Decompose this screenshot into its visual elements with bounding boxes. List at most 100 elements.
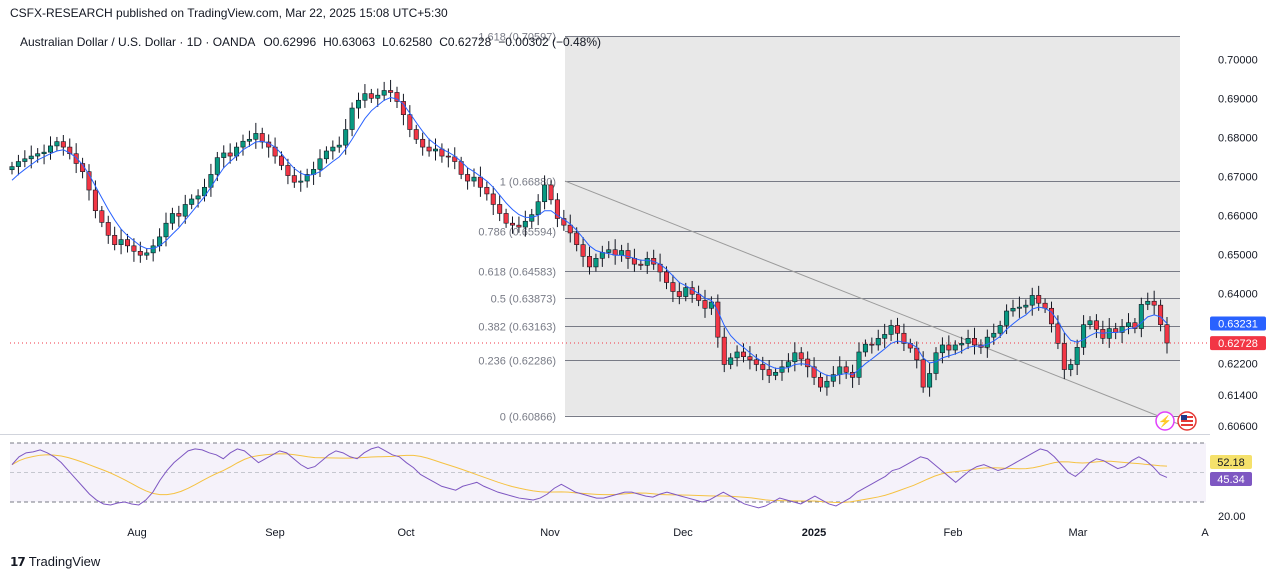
candle-body <box>41 151 47 155</box>
candle-body <box>715 301 721 338</box>
publisher-caption: CSFX-RESEARCH published on TradingView.c… <box>10 6 448 20</box>
price-tick-label: 0.65000 <box>1218 249 1258 261</box>
rsi-badge <box>1210 472 1252 486</box>
price-tick-label: 0.68000 <box>1218 132 1258 144</box>
rsi-line <box>11 446 1168 509</box>
event-icons[interactable]: ⚡ <box>1155 411 1197 431</box>
candle-body <box>971 338 977 346</box>
candle-body <box>368 93 374 99</box>
candle-body <box>1074 347 1080 365</box>
candle-body <box>721 336 727 365</box>
candle-body <box>1036 295 1042 304</box>
candle-body <box>882 334 888 339</box>
candle-body <box>1055 323 1061 344</box>
fib-level-label: 0.236 (0.62286) <box>478 356 556 368</box>
candle-body <box>182 204 188 217</box>
candle-body <box>150 245 156 254</box>
time-tick-label: Nov <box>540 527 560 539</box>
price-axis[interactable]: 0.70000 0.69000 0.68000 0.67000 0.66000 0.650… <box>1218 54 1258 433</box>
fib-level-label: 0.786 (0.65594) <box>478 227 556 239</box>
candle-body <box>965 338 971 344</box>
rsi-value: 45.34 <box>1217 474 1245 486</box>
tradingview-icon: 𝟭𝟳 <box>10 554 26 569</box>
candle-body <box>542 184 548 203</box>
candle-body <box>413 129 419 140</box>
price-tick-label: 0.66000 <box>1218 210 1258 222</box>
time-tick-label: A <box>1201 527 1209 539</box>
candle-body <box>144 252 150 256</box>
candle-body <box>824 380 830 388</box>
candle-body <box>1081 324 1087 348</box>
candle-body <box>939 344 945 354</box>
time-tick-label: Oct <box>397 527 414 539</box>
candle-body <box>766 369 772 376</box>
time-axis[interactable]: Aug Sep Oct Nov Dec 2025 Feb Mar A <box>127 527 1209 539</box>
candle-body <box>869 343 875 346</box>
candle-body <box>702 300 708 309</box>
candle-body <box>227 152 233 157</box>
candle-body <box>28 155 34 160</box>
candle-body <box>997 325 1003 334</box>
candle-body <box>792 352 798 363</box>
candle-body <box>60 141 66 148</box>
moving-average-line <box>11 96 1168 377</box>
ma-price-value: 0.63231 <box>1218 318 1258 330</box>
last-price-badge <box>1210 336 1266 351</box>
candle-body <box>920 359 926 388</box>
candle-body <box>625 250 631 259</box>
price-tick-label: 0.61400 <box>1218 390 1258 402</box>
candle-body <box>606 249 612 253</box>
candle-body <box>728 357 734 365</box>
candle-body <box>516 224 522 228</box>
candle-body <box>490 193 496 205</box>
rsi-pane: 52.18 45.34 20.00 <box>10 442 1252 523</box>
candle-body <box>1138 304 1144 329</box>
candle-body <box>112 234 118 245</box>
time-tick-label: Feb <box>944 527 963 539</box>
candle-body <box>163 222 169 238</box>
symbol-header: Australian Dollar / U.S. Dollar · 1D · O… <box>20 35 601 49</box>
candle-body <box>35 153 41 157</box>
candle-body <box>734 351 740 359</box>
time-tick-label: Mar <box>1069 527 1088 539</box>
candle-body <box>131 245 137 252</box>
close-value: C0.62728 <box>439 35 491 49</box>
candle-body <box>1093 320 1099 330</box>
candle-body <box>330 146 336 152</box>
rsi-axis-tick: 20.00 <box>1218 511 1246 523</box>
candle-body <box>73 153 79 164</box>
price-tick-label: 0.69000 <box>1218 93 1258 105</box>
tradingview-logo[interactable]: 𝟭𝟳 TradingView <box>10 554 100 569</box>
candle-body <box>875 338 881 346</box>
candle-body <box>1145 300 1151 305</box>
trend-line[interactable] <box>564 180 1179 425</box>
lightning-icon[interactable] <box>1155 411 1175 431</box>
fib-level-label: 1 (0.66880) <box>500 177 556 189</box>
candle-body <box>1004 310 1010 326</box>
candle-body <box>317 158 323 170</box>
change-value: −0.00302 (−0.48%) <box>498 35 601 49</box>
candle-body <box>298 180 304 183</box>
candle-body <box>246 138 252 142</box>
candle-body <box>811 366 817 378</box>
flag-stripe <box>1181 420 1193 422</box>
price-tick-label: 0.60600 <box>1218 421 1258 433</box>
symbol-name[interactable]: Australian Dollar / U.S. Dollar · 1D · O… <box>20 35 255 49</box>
candle-body <box>683 287 689 297</box>
candle-body <box>394 92 400 102</box>
candle-body <box>952 344 958 351</box>
fib-level-label: 0.382 (0.63163) <box>478 322 556 334</box>
candle-body <box>15 161 21 167</box>
candle-body <box>349 107 355 130</box>
candle-body <box>169 213 175 224</box>
candle-body <box>1151 300 1157 306</box>
ma-price-badge <box>1210 316 1266 331</box>
rsi-ma-badge <box>1210 455 1252 469</box>
candle-body <box>118 239 124 245</box>
last-price-value: 0.62728 <box>1218 338 1258 350</box>
candle-body <box>1106 328 1112 339</box>
time-tick-label: Dec <box>673 527 693 539</box>
candle-body <box>105 222 111 236</box>
candle-body <box>619 250 625 256</box>
